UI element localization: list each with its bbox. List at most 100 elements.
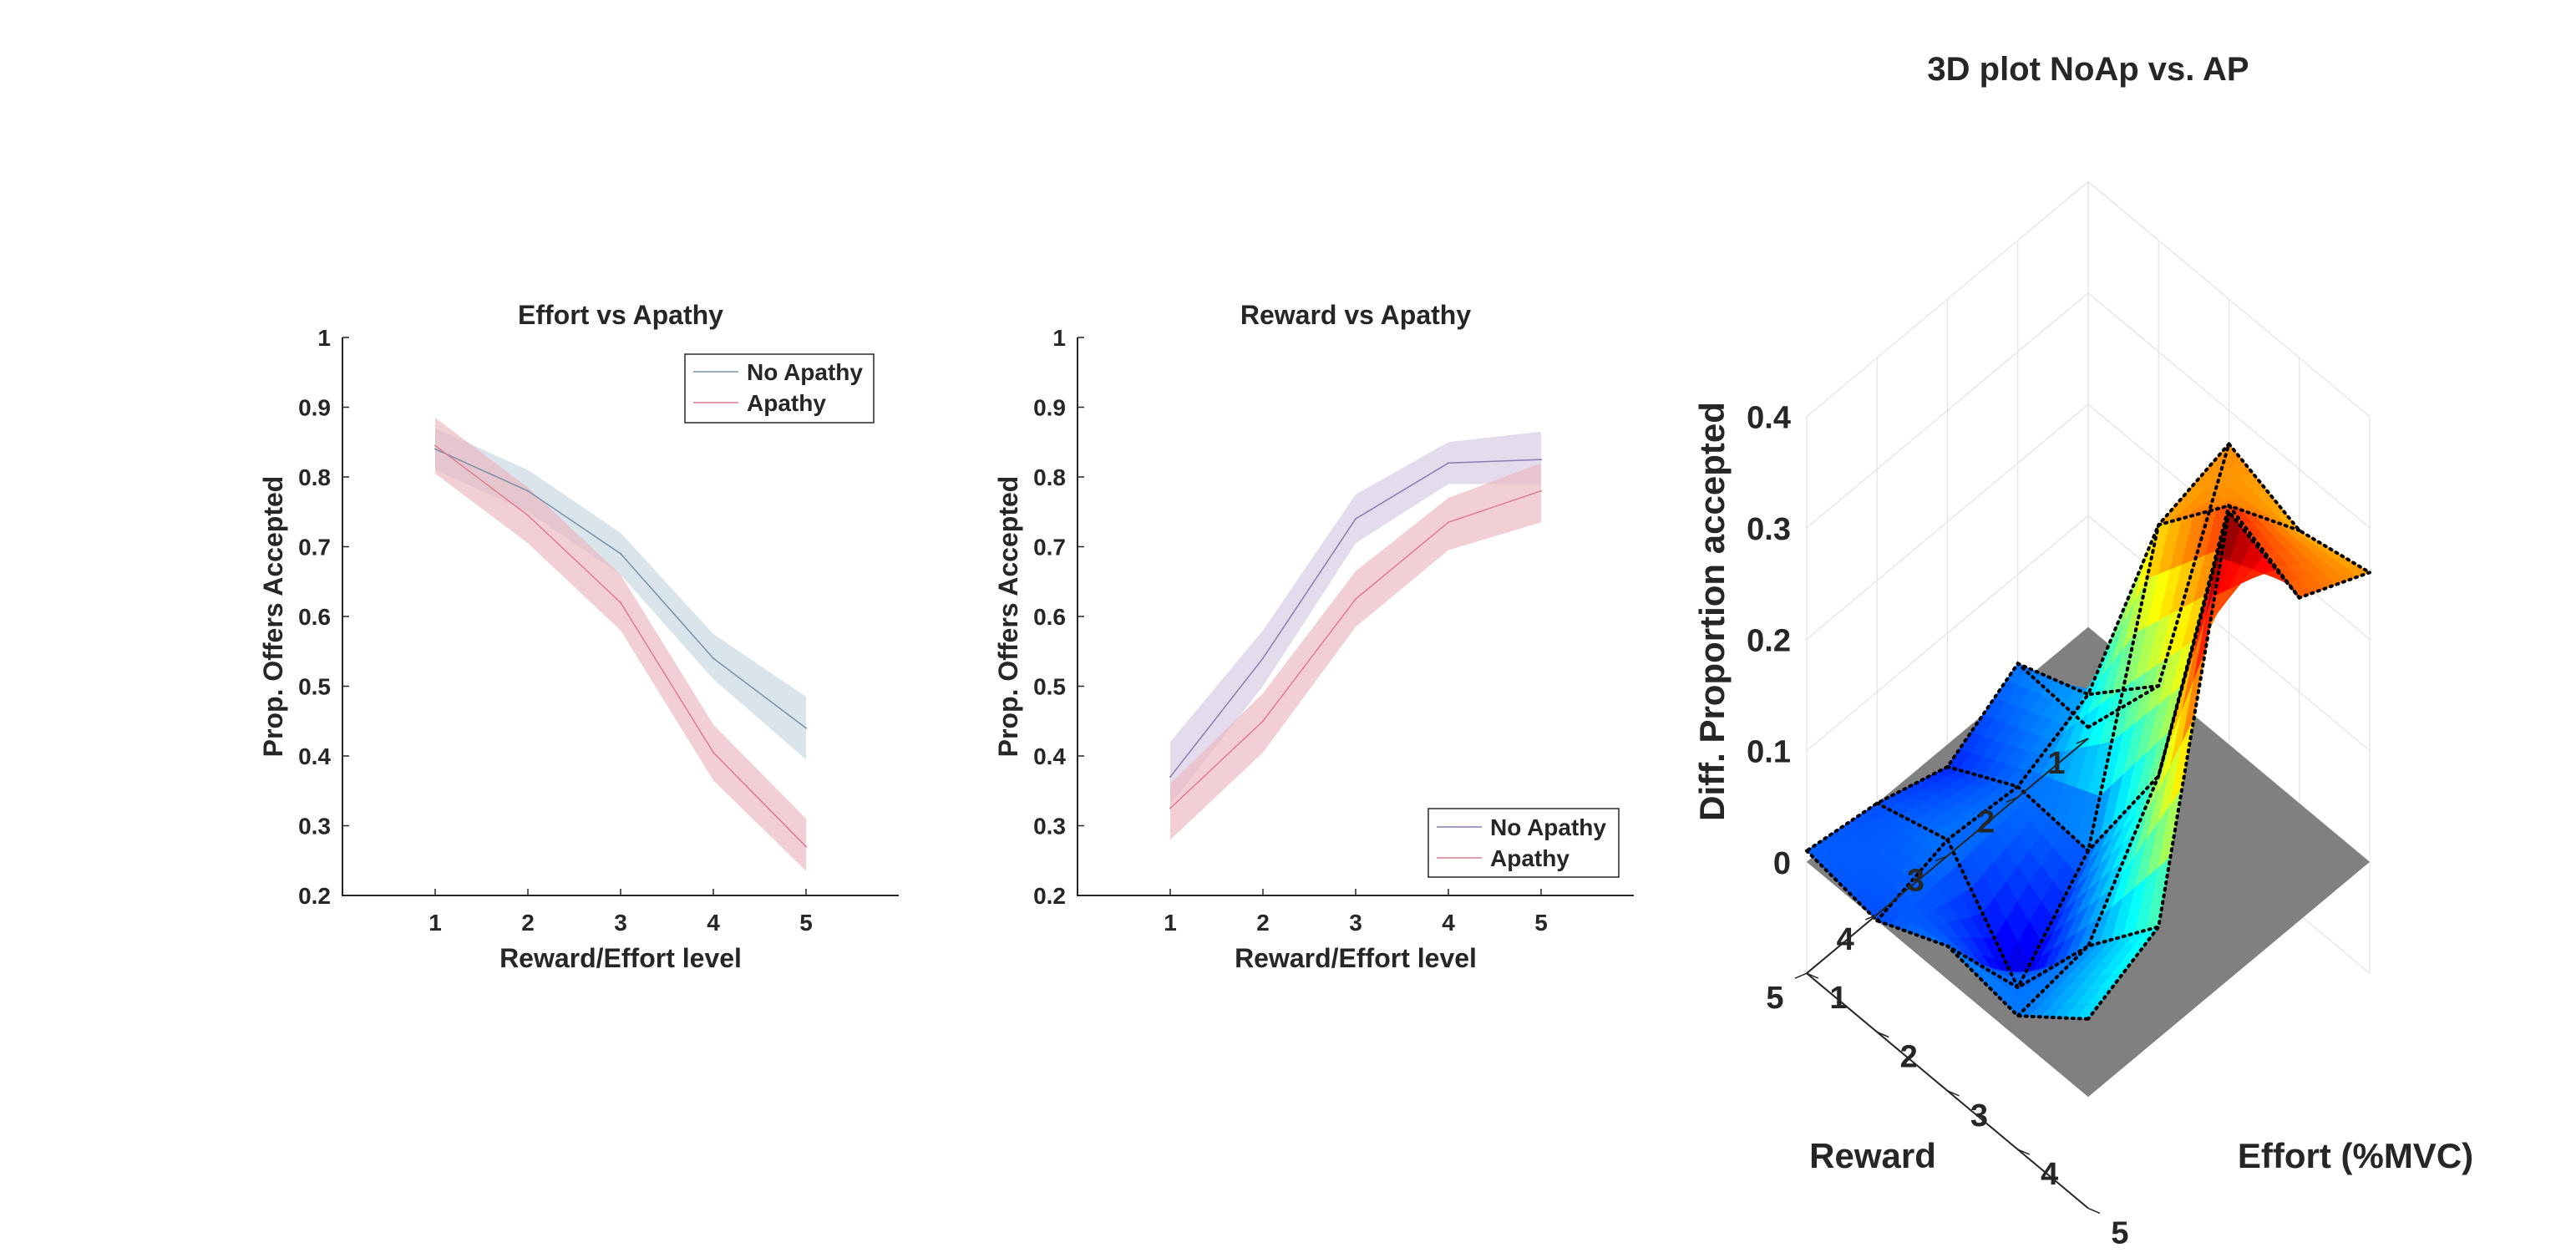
p2-point-apathy [1169,807,1171,809]
surface-reward-tick-mark [1864,914,1878,921]
surface-reward-tick-label: 2 [1977,804,1995,840]
p2-xtick-label: 5 [1534,910,1548,936]
p2-point-no-apathy [1355,518,1356,520]
chart1-y-axis-label: Prop. Offers Accepted [258,476,288,758]
surface-reward-ticks: 1 2 3 4 5 [1766,738,2089,1016]
p2-xtick-label: 3 [1349,910,1362,936]
surface-reward-tick-mark [2076,738,2089,744]
p1-point-no-apathy [805,727,807,729]
p1-point-apathy [434,444,436,447]
surface-zticks: 0 0.1 0.2 0.3 0.4 [1747,401,1791,881]
chart2-xticks: 1 2 3 4 5 [1164,889,1548,936]
p2-ytick-label: 0.3 [1033,814,1066,840]
surface-effort-tick-mark [1947,1090,1960,1097]
surface-title: 3D plot NoAp vs. AP [1927,51,2249,88]
p2-ytick-label: 0.7 [1033,535,1066,561]
chart1-title: Effort vs Apathy [518,300,723,330]
p1-point-apathy [805,845,807,848]
surface-mesh-line [2016,503,2301,1018]
p1-xtick-label: 2 [521,910,535,936]
surface-ztick-label: 0.4 [1747,401,1791,436]
surface-reward-tick-mark [2006,796,2019,803]
p2-ytick-label: 0.6 [1033,604,1066,630]
p1-xtick-label: 5 [799,910,813,936]
surface-ztick-label: 0.1 [1747,735,1791,770]
p1-xtick-label: 4 [707,910,720,936]
surface-effort-tick-label: 1 [1829,981,1847,1016]
p2-band-apathy [1170,463,1541,840]
surface-effort-tick-label: 3 [1970,1098,1988,1134]
chart1-yticks: 0.2 0.3 0.4 0.5 0.6 0.7 0.8 0.9 1 [298,325,349,909]
p1-xtick-label: 1 [428,910,442,936]
p1-point-no-apathy [620,552,621,555]
p2-point-no-apathy [1448,462,1449,464]
chart1-xticks: 1 2 3 4 5 [428,889,813,936]
surface-effort-axis-label: Effort (%MVC) [2238,1136,2473,1175]
p1-ytick-label: 0.5 [298,674,331,700]
reward-vs-apathy-chart: 0.2 0.3 0.4 0.5 0.6 0.7 0.8 0.9 1 1 2 3 4 5 Reward v… [993,300,1634,973]
p1-point-no-apathy [434,448,436,450]
p2-ytick-label: 0.5 [1033,674,1066,700]
p2-point-no-apathy [1169,776,1171,779]
chart2-yticks: 0.2 0.3 0.4 0.5 0.6 0.7 0.8 0.9 1 [1033,325,1084,909]
p1-point-no-apathy [712,657,714,660]
p1-ytick-label: 0.4 [298,743,331,769]
p2-band-no-apathy [1170,431,1541,805]
surface-effort-tick-mark [1806,972,1819,979]
chart1-legend-box [684,353,875,424]
p2-ytick-label: 0.9 [1033,395,1066,421]
p2-point-apathy [1262,720,1264,723]
chart2-bands [1170,431,1541,840]
p1-point-apathy [712,751,714,753]
surface-ztick-label: 0.2 [1747,623,1791,658]
surface-mesh-line [2087,507,2371,1021]
p2-xtick-label: 1 [1164,910,1177,936]
surface-ztick-label: 0.3 [1747,512,1791,547]
p2-point-no-apathy [1262,657,1264,660]
p2-xtick-label: 4 [1442,910,1455,936]
effort-vs-apathy-chart: 0.2 0.3 0.4 0.5 0.6 0.7 0.8 0.9 1 1 2 3 4 5 Effort v… [258,300,899,973]
p2-point-apathy [1540,490,1542,492]
p2-xtick-label: 2 [1256,910,1270,936]
chart2-legend-label-apathy: Apathy [1490,845,1569,871]
surface-reward-tick-label: 3 [1907,864,1924,899]
chart2-legend-box [1427,808,1620,878]
surface-effort-tick-label: 2 [1900,1040,1918,1075]
surface-reward-axis-label: Reward [1809,1136,1936,1175]
chart2-title: Reward vs Apathy [1240,300,1471,330]
chart2-y-axis-label: Prop. Offers Accepted [993,476,1023,758]
surface-mesh-line [1945,442,2231,990]
surface-reward-tick-label: 1 [2047,746,2065,781]
p2-ytick-label: 0.4 [1033,743,1066,769]
p1-ytick-label: 0.7 [298,535,331,561]
chart1-lines [434,444,807,848]
surface-effort-ticks: 1 2 3 4 5 [1806,972,2129,1250]
surface-mesh-line [1875,801,2161,991]
surface-patches [1806,443,2371,1020]
surface-effort-tick-label: 4 [2041,1157,2058,1192]
p1-ytick-label: 0.9 [298,395,331,421]
p1-ytick-label: 0.6 [298,604,331,630]
surface-mesh-line [1805,849,2090,1021]
p1-point-no-apathy [527,490,529,492]
p1-ytick-label: 1 [317,325,331,351]
surface-reward-tick-mark [1794,972,1808,979]
surface-effort-tick-label: 5 [2111,1215,2128,1250]
p1-ytick-label: 0.3 [298,814,331,840]
p2-point-apathy [1355,598,1356,601]
3d-surface-chart: 0 0.1 0.2 0.3 0.4 1 2 3 4 5 1 2 3 4 5 3D plot NoAp v… [1692,51,2473,1250]
surface-reward-tick-label: 4 [1837,922,1854,957]
surface-reward-tick-mark [1935,855,1948,862]
chart1-legend-label-no-apathy: No Apathy [747,359,863,385]
p1-point-apathy [620,601,621,604]
chart2-x-axis-label: Reward/Effort level [1235,943,1477,973]
p1-point-apathy [527,514,529,516]
surface-ztick-label: 0 [1773,846,1791,881]
chart2-legend-label-no-apathy: No Apathy [1490,814,1606,840]
chart1-legend: No Apathy Apathy [684,353,875,424]
p1-band-apathy [435,418,806,871]
chart1-bands [435,418,806,871]
surface-z-axis-label: Diff. Proportion accepted [1692,402,1732,821]
p2-ytick-label: 0.2 [1033,883,1066,909]
chart1-x-axis-label: Reward/Effort level [499,943,742,973]
